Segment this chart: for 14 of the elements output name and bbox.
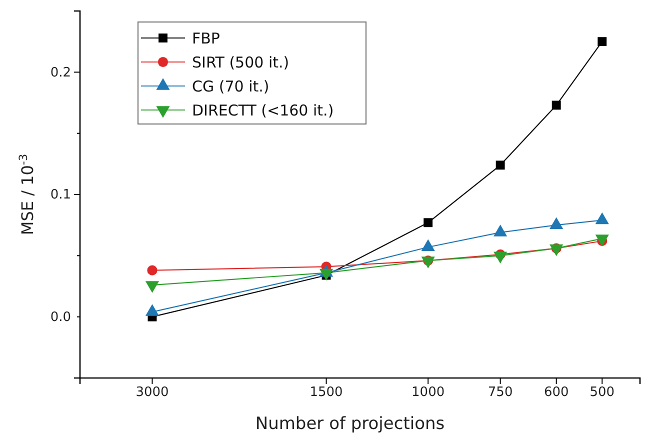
x-axis-title: Number of projections: [255, 414, 445, 434]
x-tick-label: 3000: [136, 385, 169, 400]
x-tick-label: 750: [488, 385, 513, 400]
x-tick-label: 1500: [310, 385, 343, 400]
y-tick-label: 0.1: [50, 188, 71, 203]
legend-label: CG (70 it.): [192, 77, 270, 96]
x-tick-label: 1000: [412, 385, 445, 400]
legend-label: FBP: [192, 29, 220, 48]
y-tick-label: 0.0: [50, 310, 71, 325]
y-tick-label: 0.2: [50, 65, 71, 80]
legend-label: SIRT (500 it.): [192, 53, 290, 72]
x-tick-label: 500: [590, 385, 615, 400]
x-tick-label: 600: [544, 385, 569, 400]
legend-label: DIRECTT (<160 it.): [192, 101, 334, 120]
